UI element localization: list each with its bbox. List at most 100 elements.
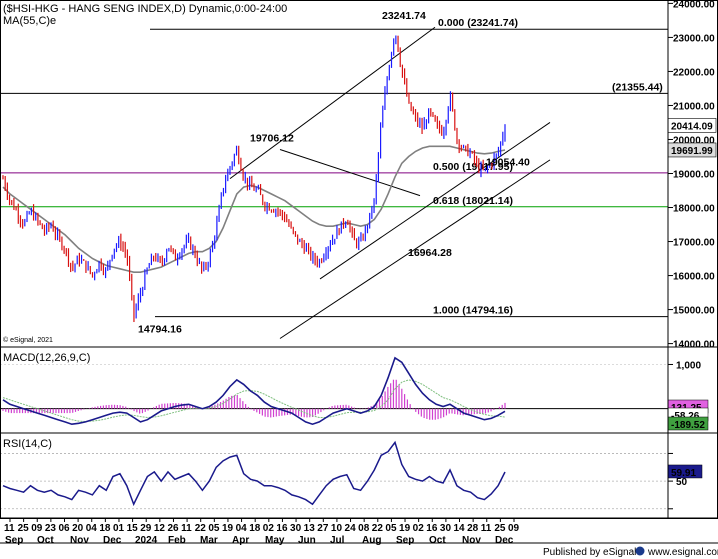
x-tick-label: 25	[494, 523, 506, 534]
x-tick-label: 06	[58, 523, 70, 534]
x-tick-label: 12	[154, 523, 166, 534]
price-y-tick-label: 24000.00	[673, 0, 715, 10]
x-tick-label: 11	[4, 523, 15, 534]
price-y-tick-label: 16000.00	[673, 272, 715, 283]
macd-panel: 01,000 131.25-58.26-189.52 MACD(12,26,9,…	[0, 352, 709, 431]
price-annotation: 23241.74	[382, 10, 426, 22]
x-tick-label: 11	[481, 523, 492, 534]
fib-level-label: 0.500 (19017.95)	[433, 161, 513, 173]
x-tick-label: 18	[99, 523, 111, 534]
x-tick-label: 22	[195, 523, 207, 534]
price-y-tick-label: 21000.00	[673, 101, 715, 112]
x-tick-label: 09	[508, 523, 520, 534]
x-tick-label: 23	[45, 523, 57, 534]
footer: Published by eSignal www.esignal.com	[543, 546, 718, 558]
x-tick-label: 11	[181, 523, 192, 534]
price-bars	[2, 35, 506, 323]
month-label: Sep	[5, 535, 23, 546]
fib-level-label: 1.000 (14794.16)	[433, 305, 513, 317]
x-tick-label: 20	[72, 523, 84, 534]
price-y-tick-label: 17000.00	[673, 238, 715, 249]
x-tick-label: 09	[31, 523, 43, 534]
price-y-tick-label: 18000.00	[673, 204, 715, 215]
fib-level-label: 0.000 (23241.74)	[438, 17, 518, 29]
x-tick-label: 05	[208, 523, 220, 534]
x-tick-label: 30	[440, 523, 452, 534]
rsi-legend: RSI(14,C)	[3, 438, 52, 450]
price-annotation: 19706.12	[250, 132, 294, 144]
macd-tag-label: -189.52	[671, 420, 705, 431]
month-label: Apr	[232, 535, 249, 546]
month-label: Oct	[37, 535, 54, 546]
month-label: May	[265, 535, 285, 546]
price-gridlines: 14000.00 15000.00 16000.00 17000.00 18000.00…	[668, 0, 715, 351]
x-tick-label: 24	[345, 523, 357, 534]
month-label: Nov	[70, 535, 89, 546]
month-label: Jun	[298, 535, 316, 546]
x-tick-label: 02	[413, 523, 425, 534]
x-tick-label: 27	[317, 523, 329, 534]
price-annotation: 19054.40	[486, 157, 530, 169]
month-label: Dec	[103, 535, 122, 546]
x-tick-label: 13	[304, 523, 316, 534]
rsi-line	[2, 440, 506, 507]
x-tick-label: 26	[167, 523, 179, 534]
month-label: Feb	[168, 535, 186, 546]
x-tick-label: 18	[249, 523, 261, 534]
x-tick-label: 04	[236, 523, 248, 534]
price-panel: 14000.00 15000.00 16000.00 17000.00 18000.00…	[0, 0, 717, 351]
price-y-tick-label: 14000.00	[673, 340, 715, 351]
x-tick-label: 29	[140, 523, 152, 534]
macd-y-tick-label: 1,000	[676, 360, 701, 371]
x-tick-label: 22	[372, 523, 384, 534]
price-tag-label: 19691.99	[671, 146, 713, 157]
x-tick-label: 19	[399, 523, 411, 534]
trendline	[319, 122, 551, 280]
x-tick-label: 14	[454, 523, 466, 534]
x-tick-label: 30	[290, 523, 302, 534]
month-label: Aug	[362, 535, 381, 546]
trendline	[279, 159, 551, 339]
macd-legend: MACD(12,26,9,C)	[3, 352, 90, 364]
fib-levels: 0.000 (23241.74) (21355.44) 0.500 (19017.9…	[0, 17, 668, 318]
price-annotation: 14794.16	[138, 324, 182, 336]
x-tick-label: 19	[222, 523, 234, 534]
rsi-panel: 50 59.91 RSI(14,C)	[0, 438, 703, 510]
x-tick-label: 02	[263, 523, 275, 534]
rsi-value-tag: 59.91	[667, 464, 703, 479]
esignal-logo-icon	[635, 546, 645, 556]
x-tick-label: 16	[426, 523, 438, 534]
month-label: Mar	[200, 535, 218, 546]
x-tick-label: 10	[331, 523, 343, 534]
watermark: © eSignal, 2021	[3, 336, 53, 344]
x-tick-label: 25	[18, 523, 30, 534]
rsi-y-tick-label: 50	[676, 477, 688, 488]
price-annotation: 16964.28	[408, 247, 452, 259]
ma-legend: MA(55,C)e	[3, 15, 56, 27]
month-label: 2024	[135, 535, 158, 546]
rsi-gridlines: 50	[0, 452, 688, 510]
macd-line	[2, 356, 506, 426]
x-tick-label: 04	[86, 523, 98, 534]
price-y-tick-label: 19000.00	[673, 170, 715, 181]
month-label: Oct	[429, 535, 446, 546]
price-annotations: 23241.74 19706.12 14794.16 16964.28 19054.40…	[138, 10, 717, 336]
month-label: Jul	[330, 535, 345, 546]
trendlines	[229, 26, 551, 339]
chart-title: ($HSI-HKG - HANG SENG INDEX,D) Dynamic,0…	[3, 3, 287, 15]
rsi-tag-label: 59.91	[671, 468, 696, 479]
macd-tag-label: -58.26	[671, 411, 700, 422]
x-tick-label: 05	[385, 523, 397, 534]
x-tick-label: 08	[358, 523, 370, 534]
month-label: Nov	[462, 535, 481, 546]
fib-level-label: 0.618 (18021.14)	[433, 195, 513, 207]
price-y-tick-label: 15000.00	[673, 306, 715, 317]
price-tag-label: 20414.09	[671, 121, 713, 132]
macd-value-tags: 131.25-58.26-189.52	[667, 399, 709, 431]
fib-level-label: (21355.44)	[612, 81, 663, 93]
month-label: Sep	[396, 535, 414, 546]
price-y-tick-label: 22000.00	[673, 67, 715, 78]
x-tick-label: 16	[276, 523, 288, 534]
price-y-tick-label: 23000.00	[673, 33, 715, 44]
